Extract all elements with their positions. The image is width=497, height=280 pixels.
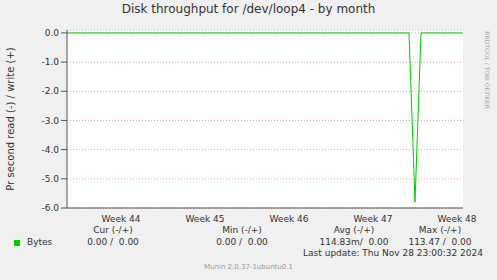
html-text:RRDTOOL / TOBI OETIKER: RRDTOOL / TOBI OETIKER <box>483 31 491 109</box>
html-text:113.47 / 0.00: 113.47 / 0.00 <box>408 237 472 247</box>
svg-text:Week 45: Week 45 <box>186 214 225 224</box>
svg-text:-4.0: -4.0 <box>41 145 59 155</box>
html-text:Pr second read (-) / write (+): Pr second read (-) / write (+) <box>4 47 16 191</box>
html-text:Munin 2.0.37-1ubuntu0.1: Munin 2.0.37-1ubuntu0.1 <box>204 263 293 271</box>
svg-text:0.0: 0.0 <box>45 28 60 38</box>
svg-text:Week 47: Week 47 <box>354 214 393 224</box>
html-text:Cur (-/+): Cur (-/+) <box>93 225 133 235</box>
html-text:114.83m/ 0.00: 114.83m/ 0.00 <box>319 237 389 247</box>
svg-text:-6.0: -6.0 <box>41 203 59 213</box>
html-text:Bytes: Bytes <box>27 237 53 247</box>
html-text:Max (-/+): Max (-/+) <box>418 225 462 235</box>
html-text:Last update: Thu Nov 28 23:00:: Last update: Thu Nov 28 23:00:32 2024 <box>303 248 483 258</box>
svg-text:Week 44: Week 44 <box>102 214 141 224</box>
html-text:Disk throughput for /dev/loop4: Disk throughput for /dev/loop4 - by mont… <box>121 2 376 16</box>
svg-text:-5.0: -5.0 <box>41 174 59 184</box>
svg-text:-2.0: -2.0 <box>41 86 59 96</box>
html-text:Min (-/+): Min (-/+) <box>222 225 262 235</box>
svg-text:Week 46: Week 46 <box>270 214 309 224</box>
svg-text:-3.0: -3.0 <box>41 116 59 126</box>
svg-text:Week 48: Week 48 <box>438 214 477 224</box>
html-text:Avg (-/+): Avg (-/+) <box>333 225 375 235</box>
html-text:0.00 / 0.00: 0.00 / 0.00 <box>216 237 268 247</box>
svg-text:-1.0: -1.0 <box>41 57 59 67</box>
html-text:0.00 / 0.00: 0.00 / 0.00 <box>87 237 139 247</box>
